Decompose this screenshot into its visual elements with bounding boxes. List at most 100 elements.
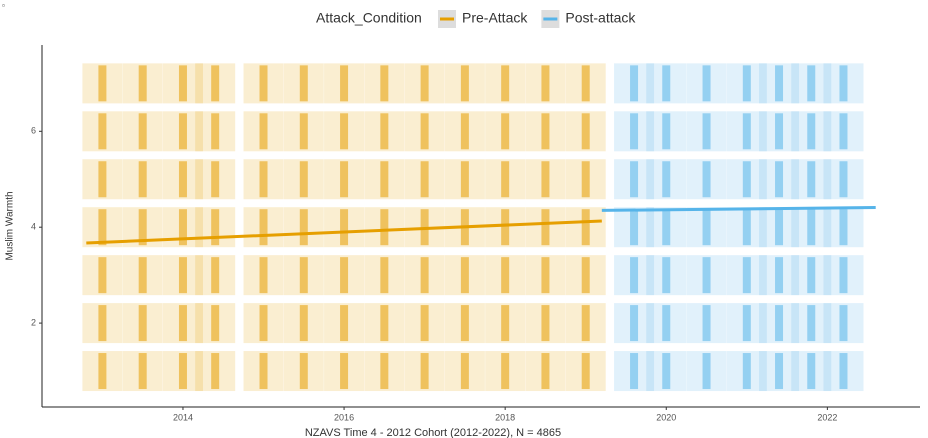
point-core bbox=[742, 209, 751, 246]
point-core bbox=[630, 305, 639, 342]
point-core bbox=[839, 353, 848, 390]
point-core bbox=[340, 209, 349, 246]
point-core bbox=[839, 305, 848, 342]
point-core bbox=[98, 353, 107, 390]
point-core bbox=[259, 353, 268, 390]
point-core bbox=[581, 257, 590, 294]
corner-mark: ▫ bbox=[2, 1, 5, 10]
point-core bbox=[775, 305, 784, 342]
point-core bbox=[211, 113, 220, 150]
point-core bbox=[501, 113, 510, 150]
point-core bbox=[380, 161, 389, 198]
point-core bbox=[259, 65, 268, 102]
point-core bbox=[501, 65, 510, 102]
x-tick-label: 2020 bbox=[656, 412, 676, 422]
point-core bbox=[380, 209, 389, 246]
point-core bbox=[420, 257, 429, 294]
point-core bbox=[299, 209, 308, 246]
legend: Attack_Condition Pre-Attack Post-attack bbox=[316, 10, 636, 28]
point-core bbox=[775, 65, 784, 102]
point-core bbox=[299, 65, 308, 102]
point-core bbox=[581, 113, 590, 150]
point-core bbox=[138, 353, 147, 390]
point-core bbox=[839, 209, 848, 246]
point-core bbox=[630, 161, 639, 198]
point-core bbox=[340, 305, 349, 342]
x-axis-label: NZAVS Time 4 - 2012 Cohort (2012-2022), … bbox=[305, 427, 561, 438]
point-core bbox=[420, 113, 429, 150]
y-tick-label: 4 bbox=[31, 222, 36, 232]
point-core bbox=[380, 305, 389, 342]
fit-line bbox=[601, 206, 876, 212]
point-core bbox=[259, 113, 268, 150]
point-core bbox=[581, 209, 590, 246]
point-core bbox=[541, 257, 550, 294]
point-core bbox=[380, 353, 389, 390]
point-core bbox=[299, 161, 308, 198]
point-core bbox=[630, 353, 639, 390]
point-core bbox=[138, 305, 147, 342]
point-core bbox=[420, 161, 429, 198]
point-core bbox=[662, 161, 671, 198]
point-core bbox=[138, 161, 147, 198]
point-core bbox=[630, 209, 639, 246]
point-core bbox=[98, 113, 107, 150]
point-core bbox=[98, 257, 107, 294]
point-core bbox=[178, 65, 187, 102]
point-core bbox=[380, 257, 389, 294]
point-core bbox=[702, 257, 711, 294]
point-core bbox=[211, 353, 220, 390]
point-core bbox=[460, 65, 469, 102]
point-core bbox=[541, 305, 550, 342]
point-core bbox=[839, 113, 848, 150]
point-core bbox=[662, 113, 671, 150]
point-core bbox=[541, 113, 550, 150]
point-core bbox=[807, 353, 816, 390]
point-core bbox=[839, 161, 848, 198]
point-core bbox=[178, 305, 187, 342]
point-core bbox=[702, 209, 711, 246]
point-core bbox=[702, 113, 711, 150]
point-core bbox=[742, 353, 751, 390]
y-tick-label: 6 bbox=[31, 126, 36, 136]
point-core bbox=[259, 305, 268, 342]
point-core bbox=[98, 305, 107, 342]
point-core bbox=[98, 161, 107, 198]
y-tick-label: 2 bbox=[31, 317, 36, 327]
point-core bbox=[211, 257, 220, 294]
point-core bbox=[340, 353, 349, 390]
point-core bbox=[581, 305, 590, 342]
point-core bbox=[178, 257, 187, 294]
point-core bbox=[807, 305, 816, 342]
point-core bbox=[340, 257, 349, 294]
x-tick-label: 2014 bbox=[173, 412, 193, 422]
point-core bbox=[662, 257, 671, 294]
point-core bbox=[501, 353, 510, 390]
point-core bbox=[742, 113, 751, 150]
point-core bbox=[662, 209, 671, 246]
point-core bbox=[662, 305, 671, 342]
point-core bbox=[742, 305, 751, 342]
point-core bbox=[299, 257, 308, 294]
point-core bbox=[839, 65, 848, 102]
point-core bbox=[775, 209, 784, 246]
point-core bbox=[299, 305, 308, 342]
point-core bbox=[380, 113, 389, 150]
point-core bbox=[211, 305, 220, 342]
point-core bbox=[742, 161, 751, 198]
point-core bbox=[460, 353, 469, 390]
point-core bbox=[775, 113, 784, 150]
point-core bbox=[138, 113, 147, 150]
legend-label: Post-attack bbox=[565, 10, 636, 26]
point-core bbox=[702, 161, 711, 198]
point-core bbox=[340, 161, 349, 198]
point-core bbox=[299, 113, 308, 150]
point-core bbox=[662, 353, 671, 390]
point-core bbox=[775, 161, 784, 198]
plot-area bbox=[82, 63, 864, 392]
y-axis-label: Muslim Warmth bbox=[5, 191, 16, 260]
x-tick-label: 2022 bbox=[817, 412, 837, 422]
point-core bbox=[630, 257, 639, 294]
point-core bbox=[259, 161, 268, 198]
